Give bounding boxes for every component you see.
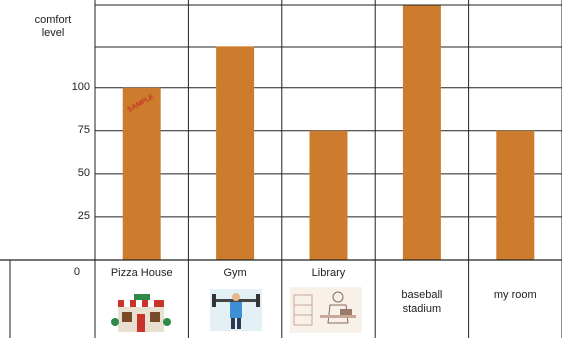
category-label-pizza-house: Pizza House	[110, 267, 173, 279]
y-tick-25: 25	[77, 209, 90, 222]
y-tick-0: 0	[73, 266, 80, 278]
category-label-gym: Gym	[223, 267, 247, 279]
bar-gym	[216, 46, 255, 261]
bars-group: SAMPLE	[122, 5, 535, 261]
y-tick-50: 50	[77, 166, 90, 179]
bar-library	[309, 130, 348, 260]
y-tick-100: 100	[71, 80, 90, 93]
bar-my-room	[496, 130, 535, 260]
bar-pizza-house	[122, 87, 161, 261]
y-tick-75: 75	[77, 123, 90, 136]
library-icon	[290, 287, 362, 333]
category-label-baseball-stadium: baseball stadium	[401, 289, 443, 315]
category-label-my-room: my room	[493, 289, 537, 301]
y-axis-label: comfort level	[34, 14, 72, 39]
pizza-house-icon	[111, 294, 171, 332]
category-label-library: Library	[311, 267, 346, 279]
bar-baseball-stadium	[402, 5, 441, 260]
gym-icon	[210, 289, 262, 331]
